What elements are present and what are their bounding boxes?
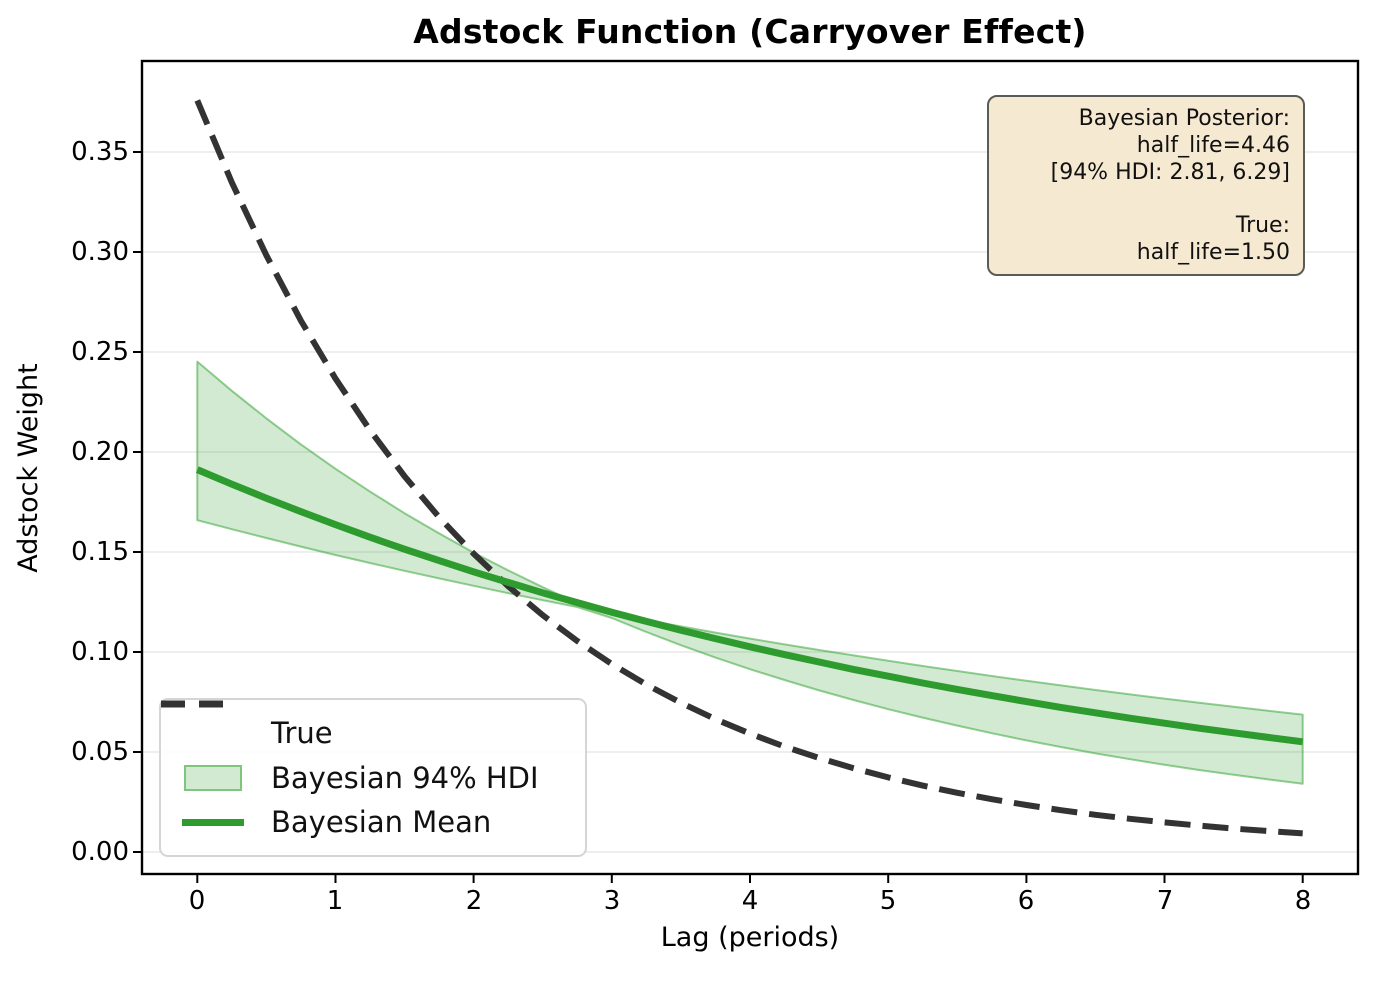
posterior-annotation-box: Bayesian Posterior: half_life=4.46 [94% … xyxy=(987,95,1305,276)
x-tick-label: 3 xyxy=(603,886,621,916)
y-tick-label: 0.30 xyxy=(71,237,129,267)
chart-title: Adstock Function (Carryover Effect) xyxy=(413,12,1087,51)
x-tick-label: 5 xyxy=(879,886,897,916)
x-axis-label: Lag (periods) xyxy=(660,922,840,953)
y-tick-label: 0.25 xyxy=(71,337,129,367)
legend-item-mean: Bayesian Mean xyxy=(182,801,575,843)
x-tick-label: 6 xyxy=(1017,886,1035,916)
legend-label: True xyxy=(271,716,333,750)
annotation-line: half_life=4.46 xyxy=(1136,132,1290,158)
x-tick-label: 8 xyxy=(1294,886,1312,916)
legend: True Bayesian 94% HDI Bayesian Mean xyxy=(159,698,587,857)
annotation-line: True: xyxy=(1235,213,1290,239)
annotation-line: Bayesian Posterior: xyxy=(1078,106,1290,131)
x-tick-label: 2 xyxy=(465,886,483,916)
annotation-line: [94% HDI: 2.81, 6.29] xyxy=(1050,159,1290,185)
y-tick-label: 0.15 xyxy=(71,537,129,567)
y-tick-label: 0.05 xyxy=(71,737,129,767)
legend-item-hdi: Bayesian 94% HDI xyxy=(182,757,575,799)
true-curve xyxy=(194,99,1303,837)
y-tick-label: 0.00 xyxy=(71,837,129,867)
annotation-line-blank xyxy=(999,186,1290,213)
bayesian-mean-curve xyxy=(195,466,1304,746)
legend-label: Bayesian Mean xyxy=(271,805,492,839)
legend-label: Bayesian 94% HDI xyxy=(271,760,539,795)
x-tick-label: 4 xyxy=(741,886,759,916)
y-tick-label: 0.20 xyxy=(71,437,129,467)
legend-item-true: True xyxy=(161,700,575,754)
annotation-line: half_life=1.50 xyxy=(1136,239,1290,265)
x-tick-label: 0 xyxy=(188,886,206,916)
y-tick-label: 0.35 xyxy=(71,137,129,167)
x-tick-label: 1 xyxy=(326,886,344,916)
y-tick-label: 0.10 xyxy=(71,637,129,667)
solid-line-swatch-icon xyxy=(182,818,244,826)
x-tick-label: 7 xyxy=(1156,886,1174,916)
patch-swatch-icon xyxy=(182,764,244,791)
